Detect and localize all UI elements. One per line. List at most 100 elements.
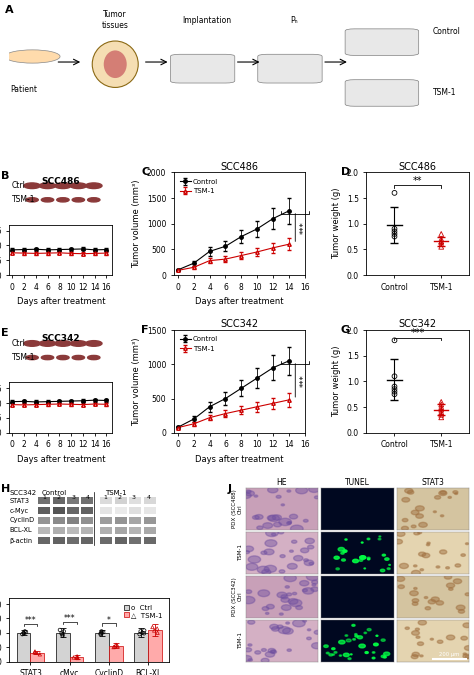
Circle shape [367,538,370,540]
FancyBboxPatch shape [345,80,419,106]
Circle shape [359,644,365,648]
Point [98,627,106,638]
Circle shape [266,604,274,609]
Text: BCL-XL: BCL-XL [9,527,32,533]
Circle shape [367,558,370,560]
Bar [109,646,123,662]
Circle shape [301,548,309,553]
Circle shape [440,515,444,517]
Circle shape [261,551,267,554]
Circle shape [242,655,252,662]
Circle shape [336,568,339,570]
Circle shape [296,487,308,494]
Text: Implantation: Implantation [182,16,232,24]
Circle shape [85,341,102,346]
Circle shape [455,564,461,567]
Point [391,229,398,240]
Circle shape [277,625,283,628]
Text: ***: *** [64,614,75,623]
FancyBboxPatch shape [129,517,141,524]
Text: 2: 2 [57,495,61,500]
Circle shape [416,636,420,639]
Text: 4: 4 [86,495,90,500]
Circle shape [427,544,429,545]
Circle shape [367,557,370,559]
Circle shape [254,495,258,497]
Circle shape [445,575,452,579]
Text: TSM-1: TSM-1 [11,195,35,205]
FancyBboxPatch shape [115,537,127,544]
Circle shape [414,531,419,535]
Circle shape [307,637,311,640]
Circle shape [357,636,363,639]
Circle shape [438,640,443,643]
Y-axis label: Tumor weight (g): Tumor weight (g) [332,188,341,259]
X-axis label: Days after treatment: Days after treatment [195,455,283,464]
Circle shape [271,650,275,653]
Circle shape [424,597,428,599]
Circle shape [383,656,386,658]
Text: 1: 1 [43,495,46,500]
Point [391,226,398,237]
Circle shape [276,495,281,498]
Circle shape [418,620,427,625]
Circle shape [342,559,346,561]
Circle shape [381,655,385,657]
Circle shape [246,564,258,570]
Circle shape [398,585,404,589]
Point [438,407,445,418]
Circle shape [396,531,405,537]
Circle shape [361,542,363,543]
Point [98,626,105,637]
Y-axis label: TSM-1: TSM-1 [238,544,243,561]
Point [391,386,398,397]
Circle shape [279,613,283,615]
Circle shape [422,554,430,558]
Circle shape [268,649,275,653]
FancyBboxPatch shape [100,517,112,524]
Text: B: B [1,171,9,181]
Circle shape [389,564,391,566]
Circle shape [72,198,84,202]
Circle shape [287,564,297,569]
Circle shape [413,565,417,567]
Circle shape [396,576,405,581]
Point [140,628,148,639]
Circle shape [420,569,424,571]
Point [136,629,143,640]
Circle shape [338,547,345,551]
Circle shape [334,651,337,653]
Circle shape [246,490,251,493]
Circle shape [412,652,419,657]
Circle shape [419,522,427,527]
Point [150,625,158,636]
FancyBboxPatch shape [53,497,64,504]
Point [56,624,64,635]
Circle shape [425,607,430,610]
X-axis label: Days after treatment: Days after treatment [195,297,283,306]
Point [140,625,148,636]
Circle shape [418,642,424,645]
Text: 4: 4 [146,495,150,500]
Circle shape [458,610,465,613]
Circle shape [463,623,471,628]
Title: SCC486: SCC486 [220,161,258,171]
FancyBboxPatch shape [144,526,155,534]
Ellipse shape [92,41,138,88]
Circle shape [72,356,84,360]
Circle shape [272,626,279,631]
Text: ***: *** [411,328,425,338]
Circle shape [405,627,410,629]
Point [438,234,445,244]
Circle shape [41,198,54,202]
Circle shape [456,605,465,610]
Circle shape [338,641,345,644]
Point [391,231,398,242]
Circle shape [381,639,385,641]
Circle shape [278,626,291,634]
Circle shape [439,491,447,495]
Point [21,626,29,637]
Circle shape [419,552,426,556]
Circle shape [346,639,351,642]
Circle shape [374,643,378,646]
